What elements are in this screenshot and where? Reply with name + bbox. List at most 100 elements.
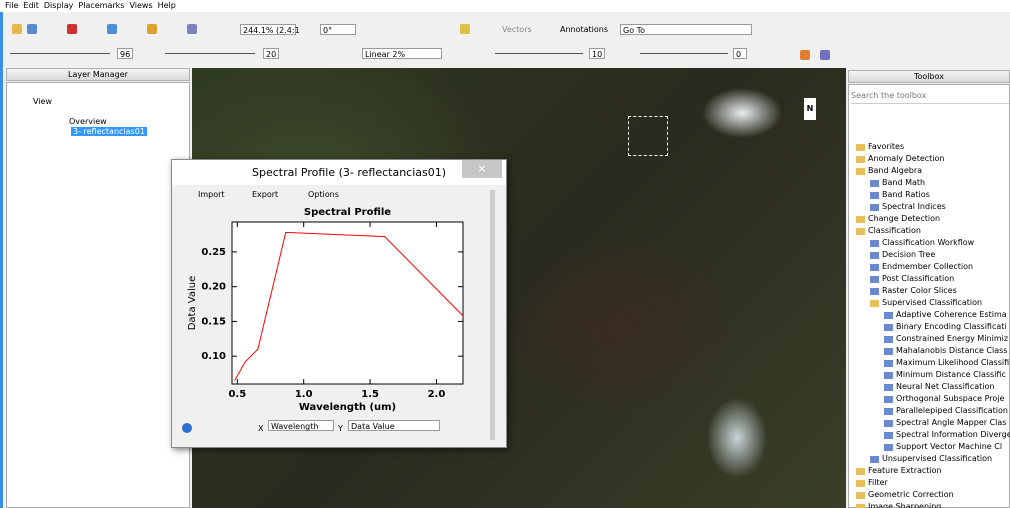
vectors-button[interactable]: Vectors: [502, 25, 532, 34]
toolbox-item[interactable]: Adaptive Coherence Estima: [896, 310, 1007, 319]
icon[interactable]: [12, 24, 22, 34]
scrollbar: [490, 190, 495, 440]
toolbox-item[interactable]: Filter: [868, 478, 888, 487]
folder-icon: [856, 216, 865, 223]
toolbox-item[interactable]: Band Algebra: [868, 166, 923, 175]
folder-icon: [856, 492, 865, 499]
toolbox-item[interactable]: Favorites: [868, 142, 905, 151]
tool-icon: [884, 312, 893, 319]
menu-item[interactable]: Placemarks: [78, 1, 125, 10]
toolbox-item[interactable]: Classification Workflow: [882, 238, 975, 247]
toolbox-item[interactable]: Image Sharpening: [868, 502, 942, 508]
annotations-button[interactable]: Annotations: [560, 25, 609, 34]
tool-icon: [884, 396, 893, 403]
tool-icon: [884, 420, 893, 427]
menu-item[interactable]: Help: [157, 1, 176, 10]
icon[interactable]: [107, 24, 117, 34]
tool-icon: [884, 444, 893, 451]
toolbox-item[interactable]: Spectral Angle Mapper Clas: [896, 418, 1007, 427]
import-button[interactable]: Import: [198, 190, 225, 199]
icon[interactable]: [820, 50, 830, 60]
icon[interactable]: [460, 24, 470, 34]
toolbox-item[interactable]: Maximum Likelihood Classifi: [896, 358, 1010, 367]
x-axis-title: Wavelength (um): [299, 402, 396, 413]
menu-item[interactable]: Views: [129, 1, 153, 10]
toolbox-item[interactable]: Orthogonal Subspace Proje: [896, 394, 1005, 403]
y-select[interactable]: Data Value: [348, 420, 440, 431]
help-icon[interactable]: [182, 423, 192, 433]
toolbar: 244.1% (2.4:1 0° Vectors Annotations Go …: [0, 13, 1010, 63]
rotation-field[interactable]: 0°: [320, 24, 356, 35]
toolbox-item[interactable]: Change Detection: [868, 214, 941, 223]
tool-icon: [884, 324, 893, 331]
spectral-chart: Spectral Profile Wavelength (um) Data Valu…: [187, 207, 464, 413]
options-button[interactable]: Options: [308, 190, 339, 199]
tool-icon: [884, 384, 893, 391]
y-tick-label: 0.15: [201, 316, 226, 327]
toolbox-item[interactable]: Endmember Collection: [882, 262, 974, 271]
tool-icon: [870, 204, 879, 211]
tool-icon: [884, 372, 893, 379]
export-button[interactable]: Export: [252, 190, 279, 199]
cursor-box: [628, 116, 668, 156]
menu-item[interactable]: Edit: [23, 1, 39, 10]
icon[interactable]: [67, 24, 77, 34]
dialog-title: Spectral Profile (3- reflectancias01): [252, 166, 447, 179]
toolbox-item[interactable]: Supervised Classification: [882, 298, 983, 307]
tree-layer[interactable]: 3- reflectancias01: [71, 127, 147, 136]
y-axis-label: Y: [338, 424, 343, 433]
toolbox-item[interactable]: Parallelepiped Classification: [896, 406, 1008, 415]
toolbox-item[interactable]: Feature Extraction: [868, 466, 942, 475]
north-arrow: N: [804, 98, 816, 120]
icon[interactable]: [147, 24, 157, 34]
toolbox-item[interactable]: Binary Encoding Classificati: [896, 322, 1007, 331]
icon[interactable]: [27, 24, 37, 34]
toolbox-item[interactable]: Support Vector Machine Cl: [896, 442, 1003, 451]
toolbox-search[interactable]: Search the toolbox: [851, 91, 1009, 104]
tool-icon: [884, 360, 893, 367]
stretch-select[interactable]: Linear 2%: [362, 48, 442, 59]
toolbox-item[interactable]: Spectral Indices: [882, 202, 946, 211]
sharpen-field[interactable]: 10: [589, 48, 605, 59]
brightness-field[interactable]: 96: [117, 48, 133, 59]
menu-bar: File Edit Display Placemarks Views Help: [0, 0, 1010, 12]
contrast-field[interactable]: 20: [263, 48, 279, 59]
goto-field[interactable]: Go To: [620, 24, 752, 35]
folder-icon: [870, 300, 879, 307]
layer-manager-panel: View Overview 3- reflectancias01: [6, 82, 190, 508]
transparency-field[interactable]: 0: [733, 48, 747, 59]
tree-overview[interactable]: Overview: [69, 117, 107, 126]
toolbox-tree: Favorites Anomaly Detection Band Algebra Ba…: [848, 142, 1010, 508]
toolbox-item[interactable]: Band Math: [882, 178, 926, 187]
toolbox-item[interactable]: Anomaly Detection: [868, 154, 945, 163]
toolbox-item[interactable]: Spectral Information Diverge: [896, 430, 1010, 439]
toolbox-item[interactable]: Neural Net Classification: [896, 382, 995, 391]
toolbox-item[interactable]: Raster Color Slices: [882, 286, 957, 295]
toolbox-item[interactable]: Minimum Distance Classific: [896, 370, 1006, 379]
folder-icon: [856, 228, 865, 235]
left-border: [0, 12, 3, 508]
toolbox-item[interactable]: Classification: [868, 226, 921, 235]
menu-item[interactable]: Display: [43, 1, 74, 10]
x-select[interactable]: Wavelength: [268, 420, 334, 431]
toolbox-item[interactable]: Geometric Correction: [868, 490, 954, 499]
tool-icon: [884, 336, 893, 343]
toolbox-item[interactable]: Band Ratios: [882, 190, 930, 199]
tool-icon: [884, 348, 893, 355]
plot-area: [231, 221, 464, 385]
close-button[interactable]: ×: [462, 160, 502, 178]
slider-track: [165, 53, 255, 54]
dialog-titlebar: [172, 160, 506, 185]
icon[interactable]: [800, 50, 810, 60]
toolbox-item[interactable]: Constrained Energy Minimiz: [896, 334, 1009, 343]
tool-icon: [870, 276, 879, 283]
icon[interactable]: [187, 24, 197, 34]
tree-view[interactable]: View: [33, 97, 52, 106]
toolbox-item[interactable]: Mahalanobis Distance Class: [896, 346, 1008, 355]
menu-item[interactable]: File: [5, 1, 19, 10]
zoom-field[interactable]: 244.1% (2.4:1: [240, 24, 300, 35]
toolbox-item[interactable]: Post Classification: [882, 274, 955, 283]
x-tick-label: 0.5: [228, 389, 246, 400]
toolbox-item[interactable]: Decision Tree: [882, 250, 936, 259]
toolbox-item[interactable]: Unsupervised Classification: [882, 454, 993, 463]
